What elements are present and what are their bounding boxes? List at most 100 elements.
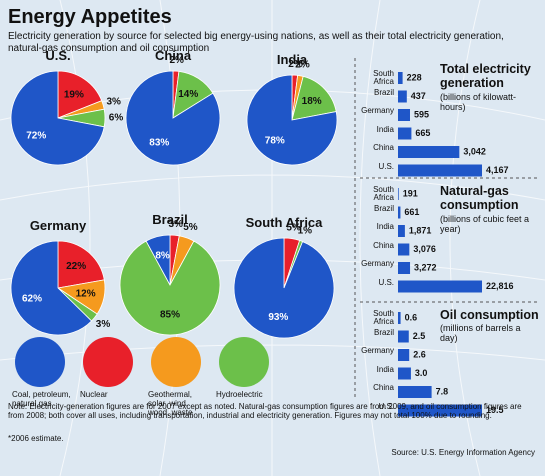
pie-slice: [233, 237, 335, 339]
source: Source: U.S. Energy Information Agency: [391, 448, 535, 457]
value-label: 93%: [268, 312, 288, 323]
title: Energy Appetites: [8, 6, 172, 28]
bar: [398, 404, 482, 417]
category-label: China: [373, 240, 394, 250]
bar: [398, 386, 432, 398]
bar: [398, 206, 401, 219]
pie-title: China: [154, 48, 192, 63]
value-label: 5%: [183, 222, 198, 233]
value-label: 2.6: [413, 349, 426, 359]
value-label: 83%: [149, 137, 169, 148]
pie-slice: [291, 75, 337, 121]
value-label: 4,167: [486, 165, 509, 175]
pie-title: Brazil: [152, 212, 188, 227]
category-label: Brazil: [373, 203, 394, 213]
category-label: China: [373, 143, 394, 152]
bar: [398, 349, 410, 361]
category-label: South Africa: [373, 185, 394, 202]
panel-subtitle: (millions of barrels a day): [440, 323, 521, 344]
value-label: 2%: [288, 59, 303, 70]
value-label: 3,272: [414, 262, 437, 272]
value-label: 661: [404, 207, 419, 217]
value-label: 2.5: [413, 331, 426, 341]
value-label: 3,076: [413, 244, 436, 254]
pie-slice: [10, 70, 105, 166]
category-label: Brazil: [373, 327, 394, 337]
bar: [398, 127, 412, 140]
value-label: 2%: [169, 55, 184, 66]
pie-slice: [57, 70, 103, 119]
bar: [398, 146, 460, 158]
value-label: 6%: [109, 113, 124, 124]
bar: [398, 312, 401, 324]
pie-title: South Africa: [245, 215, 323, 230]
bar: [398, 109, 410, 121]
value-label: 3%: [168, 219, 183, 230]
bar: [398, 243, 410, 256]
value-label: 595: [414, 109, 429, 119]
legend-swatch: [83, 337, 133, 387]
value-label: 1%: [298, 225, 313, 236]
value-label: 8%: [155, 251, 170, 262]
value-label: 7.8: [436, 386, 449, 396]
value-label: 1,871: [409, 225, 432, 235]
category-label: South Africa: [373, 69, 394, 86]
value-label: 0.6: [405, 312, 418, 322]
panel-subtitle: (billions of cubic feet a year): [440, 214, 530, 235]
category-label: Germany: [361, 259, 394, 268]
legend-swatch: [151, 337, 201, 387]
legend-swatch: [219, 337, 269, 387]
category-label: India: [376, 364, 394, 374]
value-label: 3%: [96, 319, 111, 330]
pie-slice: [10, 240, 93, 336]
value-label: 19%: [64, 89, 84, 100]
value-label: 14%: [178, 89, 198, 100]
value-label: 228: [407, 72, 422, 82]
value-label: 665: [415, 128, 430, 138]
category-label: U.S.: [378, 401, 394, 411]
panel-subtitle: (billions of kilowatt-hours): [440, 92, 517, 113]
value-label: 191: [403, 188, 418, 198]
bar: [398, 90, 407, 103]
bar: [398, 367, 411, 380]
legend-label: Geothermal, solar, wind, wood, waste: [148, 390, 193, 418]
legend-label: Nuclear: [80, 390, 108, 399]
value-label: 62%: [22, 294, 42, 305]
panel-title: Natural-gas consumption: [440, 184, 519, 213]
pie-title: Germany: [29, 218, 87, 233]
category-label: U.S.: [378, 277, 394, 287]
value-label: 3%: [106, 96, 121, 107]
category-label: Germany: [361, 346, 394, 355]
category-label: Germany: [361, 106, 394, 115]
panel-title: Oil consumption: [440, 308, 539, 322]
category-label: U.S.: [378, 161, 394, 171]
value-label: 3.0: [415, 368, 428, 378]
value-label: 5%: [286, 222, 301, 233]
value-label: 19.5: [486, 405, 504, 415]
value-label: 18%: [302, 96, 322, 107]
bar: [398, 280, 482, 293]
subtitle: Electricity generation by source for sel…: [8, 31, 504, 54]
value-label: 72%: [26, 131, 46, 142]
value-label: 22,816: [486, 281, 514, 291]
value-label: 78%: [265, 135, 285, 146]
bar: [398, 164, 482, 177]
value-label: 3,042: [463, 146, 486, 156]
value-label: 85%: [160, 310, 180, 321]
pie-slice: [145, 234, 171, 286]
bar: [398, 330, 409, 343]
legend-label: Hydroelectric: [216, 390, 263, 399]
bar: [398, 72, 403, 84]
footnote: *2006 estimate.: [8, 434, 64, 443]
value-label: 22%: [66, 261, 86, 272]
category-label: China: [373, 383, 394, 392]
bar: [398, 262, 411, 274]
pie-slice: [246, 74, 338, 166]
value-label: 2%: [295, 60, 310, 71]
category-label: India: [376, 124, 394, 134]
category-label: India: [376, 222, 394, 231]
legend-swatch: [15, 337, 65, 387]
legend-label: Coal, petroleum, natural gas: [12, 390, 71, 409]
